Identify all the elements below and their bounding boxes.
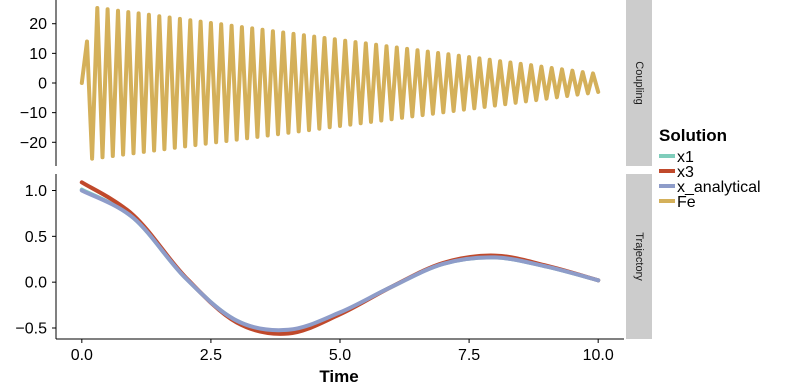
series-x-analytical [79,188,601,333]
y-tick-label: 0 [38,76,47,93]
panels-layer: 20 10 0 −10 −20 Coupling 1.0 0.5 0.0 −0.5 Trajecto… [15,0,652,339]
series-Fe [79,6,601,161]
panel-coupling: 20 10 0 −10 −20 Coupling [20,0,652,166]
x-tick-label: 10.0 [583,347,614,364]
y-tick-label: −20 [20,135,47,152]
y-tick-label: −0.5 [15,321,47,338]
strip-label: Coupling [633,61,645,104]
y-tick-label: 0.0 [25,275,47,292]
x-tick-label: 0.0 [71,347,93,364]
y-tick-label: 20 [29,16,47,33]
x-axis-title: Time [319,367,358,386]
y-tick-label: 0.5 [25,229,47,246]
legend-label: Fe [677,194,696,211]
x-tick-label: 7.5 [458,347,480,364]
legend-label: x1 [677,149,694,166]
legend-label: x_analytical [677,179,761,196]
strip-coupling [626,0,652,166]
panel-trajectory: 1.0 0.5 0.0 −0.5 Trajectory [15,174,652,339]
axis-layer: 0.0 2.5 5.0 7.5 10.0 [56,338,624,364]
legend-title: Solution [659,126,727,145]
y-tick-label: 10 [29,46,47,63]
legend-label: x3 [677,164,694,181]
y-tick-label: −10 [20,105,47,122]
x-tick-label: 5.0 [329,347,351,364]
strip-label: Trajectory [633,232,645,281]
strip-trajectory [626,174,652,339]
x-tick-label: 2.5 [200,347,222,364]
y-tick-label: 1.0 [25,183,47,200]
